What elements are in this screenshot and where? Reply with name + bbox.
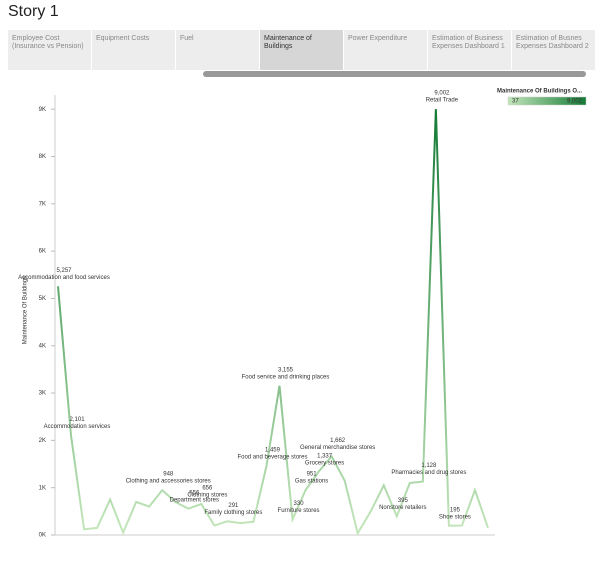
story-tab[interactable]: Estimation of Business Expenses Dashboar… (428, 30, 512, 70)
point-label: Family clothing stores (204, 510, 262, 516)
data-label: 395 (398, 498, 409, 504)
y-tick-label: 9K (39, 107, 46, 113)
story-tab[interactable]: Estimation of Busnes Expenses Dashboard … (512, 30, 596, 70)
y-tick-label: 3K (39, 391, 46, 397)
data-label: 1,128 (421, 463, 437, 469)
story-tab[interactable]: Equipment Costs (92, 30, 176, 70)
y-tick-label: 4K (39, 343, 46, 349)
line (57, 109, 489, 536)
data-label: 330 (294, 501, 305, 507)
data-label: 556 (189, 490, 200, 496)
point-label: Accommodation and food services (18, 275, 110, 281)
y-tick-label: 8K (39, 154, 46, 160)
story-tab[interactable]: Maintenance of Buildings (260, 30, 344, 70)
legend-title: Maintenance Of Buildings O... (497, 89, 582, 95)
point-label: Retail Trade (426, 98, 459, 104)
data-label: 1,662 (330, 438, 346, 444)
data-label: 656 (202, 486, 213, 492)
point-label: Nonstore retailers (379, 505, 426, 511)
point-label: Accommodation services (44, 424, 111, 430)
y-axis-label: Maintenance Of Buildings (23, 276, 29, 344)
story-title: Story 1 (8, 3, 59, 20)
y-tick-label: 1K (39, 485, 46, 491)
y-tick-label: 5K (39, 296, 46, 302)
data-label: 291 (228, 503, 239, 509)
y-tick-label: 0K (39, 533, 46, 539)
point-label: Furniture stores (278, 508, 320, 514)
data-label: 195 (450, 507, 461, 513)
data-label: 2,101 (70, 417, 86, 423)
point-label: Clothing stores (187, 493, 227, 499)
legend-max: 9,002 (567, 99, 583, 105)
point-label: General merchandise stores (300, 445, 375, 451)
point-label: Pharmacies and drug stores (391, 470, 466, 476)
story-tab[interactable]: Fuel (176, 30, 260, 70)
point-label: Shoe stores (439, 514, 471, 520)
y-tick-label: 7K (39, 201, 46, 207)
data-label: 948 (163, 472, 174, 478)
scrollbar[interactable] (203, 71, 586, 77)
y-tick-label: 6K (39, 249, 46, 255)
legend-min: 37 (512, 99, 519, 105)
tab-bar: Employee Cost (Insurance vs Pension) Equi… (8, 30, 596, 70)
point-label: Food and beverage stores (237, 455, 307, 461)
data-label: 5,257 (56, 268, 72, 274)
y-tick-label: 2K (39, 438, 46, 444)
data-label: 1,459 (265, 448, 281, 454)
point-label: Clothing and accessories stores (126, 479, 211, 485)
data-label: 1,337 (317, 453, 333, 459)
story-tab[interactable]: Employee Cost (Insurance vs Pension) (8, 30, 92, 70)
point-label: Food service and drinking places (242, 374, 330, 380)
point-label: Department stores (170, 497, 219, 503)
data-label: 951 (307, 472, 318, 478)
data-label: 9,002 (434, 91, 450, 97)
story-tab[interactable]: Power Expenditure (344, 30, 428, 70)
point-label: Gas stations (295, 479, 328, 485)
point-label: Grocery stores (305, 460, 344, 466)
data-label: 3,155 (278, 367, 294, 373)
legend-scale (507, 96, 587, 106)
